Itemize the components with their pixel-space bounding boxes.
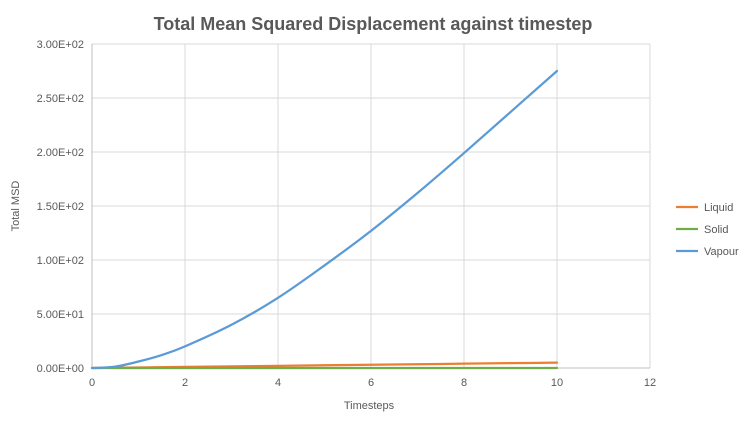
y-tick-label: 0.00E+00 [37,363,84,375]
legend-label-liquid: Liquid [704,202,733,214]
gridlines [92,43,651,368]
x-tick-label: 4 [275,377,281,389]
x-tick-label: 12 [644,377,656,389]
series-lines [90,69,559,370]
y-tick-label: 2.00E+02 [37,147,84,159]
legend-item-vapour: Vapour [676,246,739,258]
x-tick-label: 8 [461,377,467,389]
x-axis-label: Timesteps [344,400,395,412]
y-tick-label: 2.50E+02 [37,93,84,105]
x-tick-label: 0 [89,377,95,389]
x-tick-label: 6 [368,377,374,389]
tick-labels: 0.00E+00 5.00E+01 1.00E+02 1.50E+02 2.00E+02… [37,39,657,389]
legend-label-solid: Solid [704,224,728,236]
legend-item-solid: Solid [676,224,728,236]
y-tick-label: 5.00E+01 [37,309,84,321]
y-tick-label: 1.00E+02 [37,255,84,267]
x-tick-label: 10 [551,377,563,389]
chart-title: Total Mean Squared Displacement against … [154,14,593,34]
y-tick-label: 1.50E+02 [37,201,84,213]
y-axis-label: Total MSD [10,181,22,232]
series-line-vapour [90,69,559,370]
legend-label-vapour: Vapour [704,246,739,258]
y-tick-label: 3.00E+02 [37,39,84,51]
legend: Liquid Solid Vapour [676,202,739,258]
x-tick-label: 2 [182,377,188,389]
legend-item-liquid: Liquid [676,202,733,214]
